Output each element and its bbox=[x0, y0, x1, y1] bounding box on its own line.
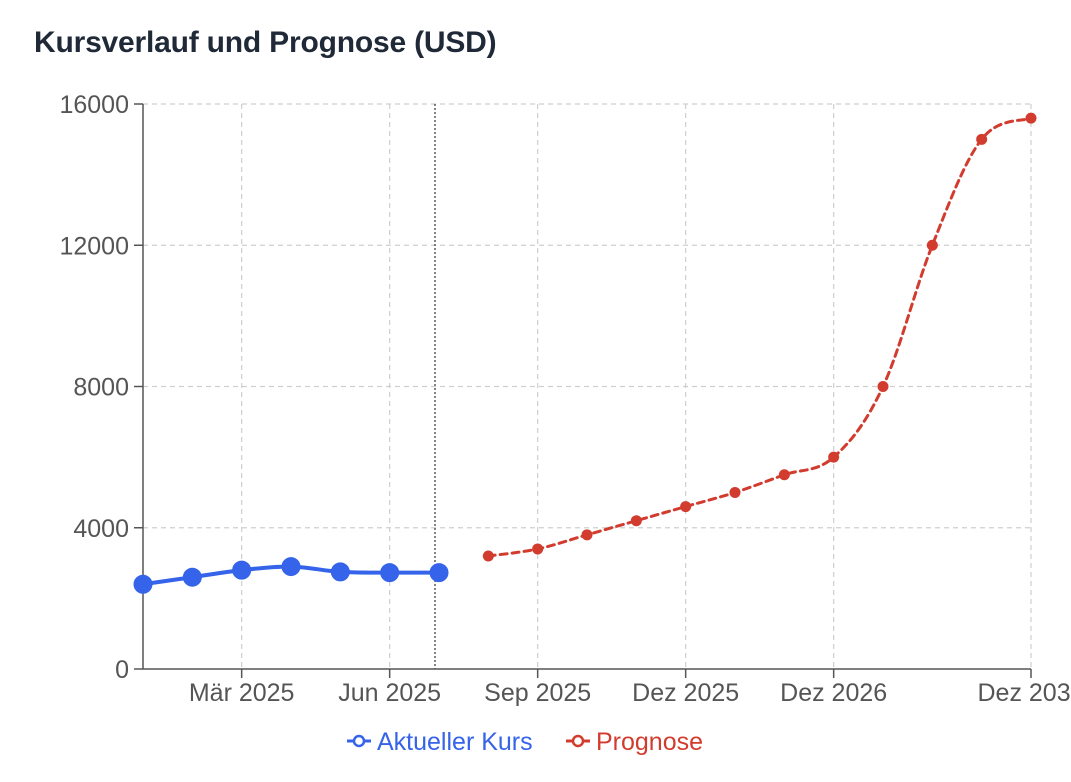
legend-label: Prognose bbox=[596, 728, 703, 756]
actual-price-point bbox=[133, 574, 153, 594]
y-tick-label: 16000 bbox=[59, 91, 129, 119]
forecast-point bbox=[729, 486, 741, 498]
actual-price-point bbox=[281, 557, 301, 577]
series bbox=[133, 112, 1037, 594]
x-tick-label: Dez 2025 bbox=[632, 679, 739, 707]
forecast-point bbox=[680, 501, 692, 513]
forecast-point bbox=[976, 133, 988, 145]
forecast-point bbox=[778, 469, 790, 481]
chart-title: Kursverlauf und Prognose (USD) bbox=[34, 26, 497, 59]
y-tick-label: 4000 bbox=[73, 515, 129, 543]
legend-item-forecast: Prognose bbox=[566, 728, 703, 756]
forecast-point bbox=[828, 451, 840, 463]
legend-item-actual: Aktueller Kurs bbox=[347, 728, 533, 756]
actual-price-point bbox=[232, 560, 252, 580]
y-tick-label: 8000 bbox=[73, 374, 129, 402]
y-tick-label: 12000 bbox=[59, 232, 129, 260]
forecast-point bbox=[877, 381, 889, 392]
forecast-point bbox=[532, 543, 544, 555]
x-tick-label: Sep 2025 bbox=[484, 679, 591, 707]
actual-price-point bbox=[429, 563, 449, 583]
forecast-point bbox=[482, 550, 494, 562]
legend-marker-icon bbox=[352, 734, 366, 748]
x-tick-label: Dez 2030 bbox=[977, 679, 1071, 707]
actual-price-point bbox=[380, 563, 400, 583]
actual-price-point bbox=[330, 562, 350, 582]
y-tick-label: 0 bbox=[115, 656, 129, 684]
legend-marker-icon bbox=[571, 734, 585, 748]
forecast-line bbox=[486, 116, 1033, 558]
axes: 0 4000 8000 12000 16000 Mär 2025 Jun 2025 Sep 2… bbox=[59, 91, 1071, 707]
forecast-point bbox=[1025, 112, 1037, 124]
legend: Aktueller Kurs Prognose bbox=[347, 728, 703, 756]
forecast-point bbox=[581, 529, 593, 541]
x-tick-label: Dez 2026 bbox=[780, 679, 887, 707]
x-tick-label: Mär 2025 bbox=[189, 679, 295, 707]
actual-price-point bbox=[182, 567, 202, 587]
forecast-point bbox=[630, 515, 642, 527]
forecast-point bbox=[926, 239, 938, 251]
x-tick-label: Jun 2025 bbox=[338, 679, 441, 707]
legend-label: Aktueller Kurs bbox=[377, 728, 533, 756]
grid bbox=[143, 103, 1032, 669]
